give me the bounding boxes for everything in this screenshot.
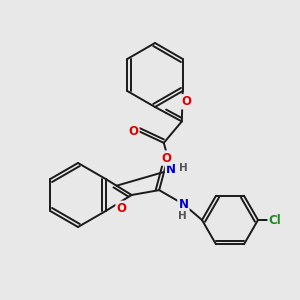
Text: Cl: Cl	[268, 214, 281, 226]
Text: N: N	[178, 198, 188, 211]
Text: H: H	[178, 211, 187, 221]
Text: N: N	[166, 164, 176, 176]
Text: O: O	[128, 124, 138, 137]
Text: O: O	[117, 202, 127, 215]
Text: O: O	[161, 152, 171, 165]
Text: O: O	[181, 95, 191, 108]
Text: H: H	[179, 163, 188, 173]
